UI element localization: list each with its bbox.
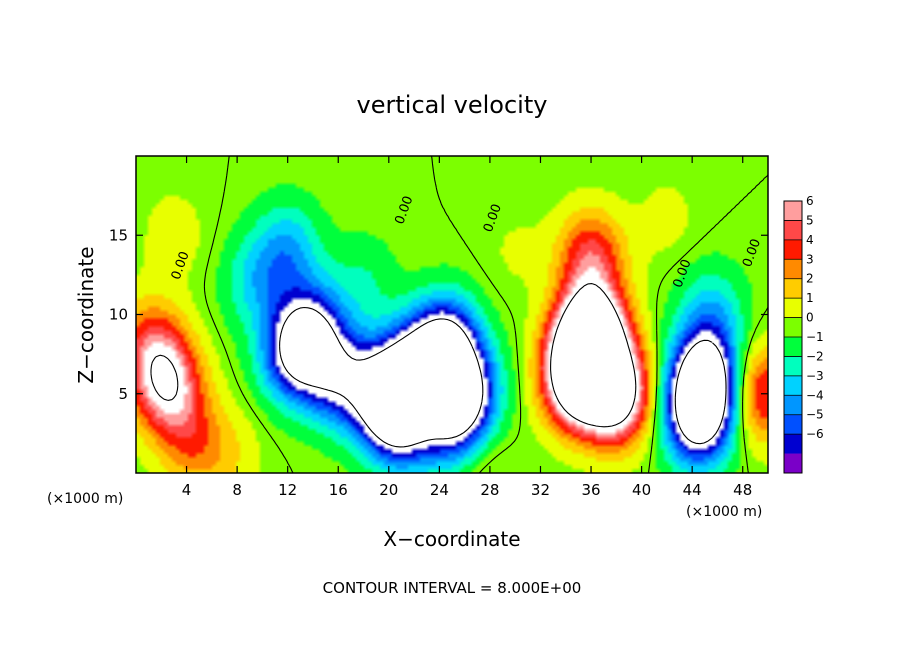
x-unit-label: (×1000 m)	[686, 504, 762, 520]
colorbar-swatch	[784, 220, 802, 241]
positive-contour	[150, 283, 637, 428]
x-tick-label: 40	[632, 481, 651, 499]
velocity-field	[136, 156, 768, 473]
x-tick-label: 16	[329, 481, 348, 499]
x-tick-label: 36	[581, 481, 600, 499]
colorbar-swatch	[784, 298, 802, 318]
colorbar-label: −3	[806, 369, 824, 383]
colorbar-swatch	[784, 434, 802, 454]
x-tick-label: 4	[182, 481, 192, 499]
colorbar-swatch	[784, 201, 802, 221]
x-tick-label: 8	[232, 481, 242, 499]
colorbar-label: −4	[806, 388, 824, 402]
colorbar-label: 2	[806, 272, 814, 286]
colorbar-swatch	[784, 414, 802, 435]
x-tick-label: 32	[531, 481, 550, 499]
colorbar-label: −5	[806, 408, 824, 422]
colorbar: 6 5 4 3 2 1 0 −1 −2 −3 −4 −5 −6	[783, 194, 824, 474]
negative-contour	[279, 306, 727, 448]
colorbar-swatch	[784, 356, 802, 377]
zero-contour	[203, 156, 768, 473]
y-axis-label: Z−coordinate	[74, 246, 98, 383]
colorbar-swatch	[784, 453, 802, 474]
x-tick-label: 24	[430, 481, 449, 499]
y-unit-label: (×1000 m)	[47, 491, 123, 507]
colorbar-label: 4	[806, 233, 814, 247]
colorbar-label: −6	[806, 427, 824, 441]
colorbar-swatch	[784, 259, 802, 280]
colorbar-label: 6	[806, 194, 814, 208]
colorbar-label: −2	[806, 349, 824, 363]
colorbar-label: 1	[806, 291, 814, 305]
plot-area: 0.000.00 0.000.000.00	[135, 155, 769, 474]
colorbar-label: 5	[806, 213, 814, 227]
x-tick-label: 48	[733, 481, 752, 499]
colorbar-swatch	[784, 395, 802, 416]
chart-title: vertical velocity	[357, 91, 548, 119]
y-tick-label: 5	[118, 385, 128, 403]
colorbar-label: 0	[806, 311, 814, 325]
x-tick-label: 44	[683, 481, 702, 499]
x-tick-label: 28	[480, 481, 499, 499]
colorbar-swatch	[784, 337, 802, 357]
colorbar-swatch	[784, 375, 802, 396]
colorbar-label: −1	[806, 330, 824, 344]
y-tick-label: 15	[109, 226, 128, 244]
y-tick-label: 10	[109, 306, 128, 324]
colorbar-swatch	[784, 317, 802, 338]
x-axis-ticks: 4 8 12 16 20 24 28 32 36 40 44 48	[182, 156, 752, 499]
colorbar-swatch	[784, 278, 802, 299]
x-tick-label: 20	[379, 481, 398, 499]
x-axis-label: X−coordinate	[383, 527, 520, 551]
y-axis-ticks: 5 10 15	[109, 226, 768, 403]
contour-interval-note: CONTOUR INTERVAL = 8.000E+00	[323, 579, 582, 597]
colorbar-swatch	[784, 239, 802, 260]
x-tick-label: 12	[278, 481, 297, 499]
colorbar-label: 3	[806, 252, 814, 266]
